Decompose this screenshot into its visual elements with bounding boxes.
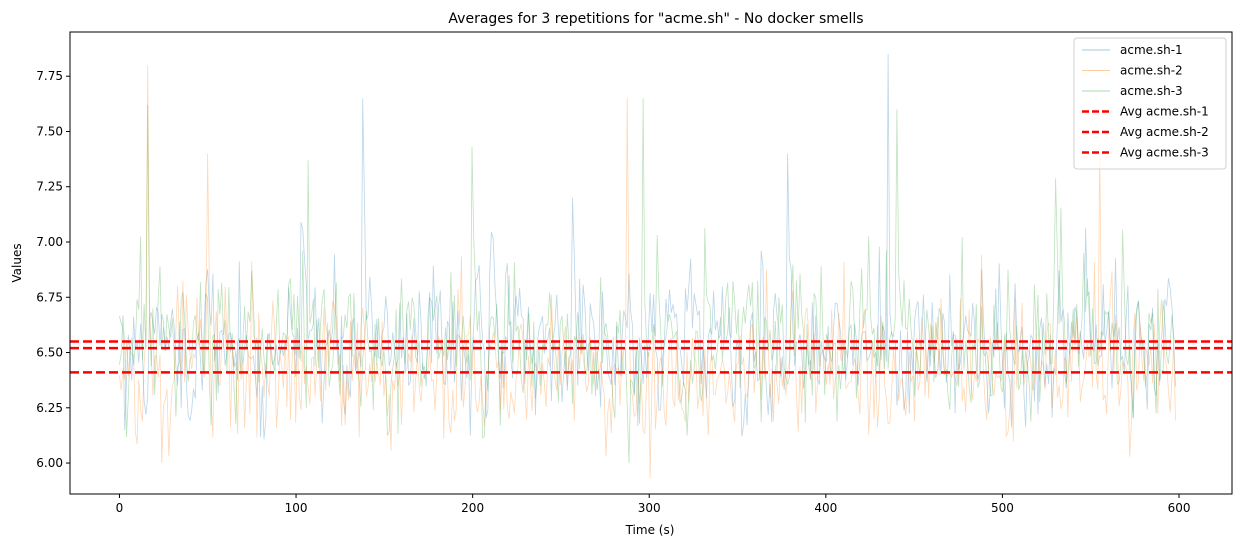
- y-tick-label: 7.50: [36, 124, 63, 138]
- series-line-acme-sh-2: [119, 65, 1176, 479]
- x-tick-label: 500: [991, 501, 1014, 515]
- x-tick-label: 600: [1168, 501, 1191, 515]
- legend-label: Avg acme.sh-2: [1120, 125, 1209, 139]
- x-tick-label: 0: [116, 501, 124, 515]
- y-axis: 6.00 6.25 6.50 6.75 7.00 7.25 7.50 7.75: [36, 69, 70, 470]
- y-tick-label: 6.75: [36, 290, 63, 304]
- chart-title: Averages for 3 repetitions for "acme.sh"…: [448, 11, 863, 27]
- x-axis-label: Time (s): [625, 523, 675, 537]
- series-line-acme-sh-1: [119, 54, 1176, 440]
- legend: acme.sh-1 acme.sh-2 acme.sh-3 Avg acme.sh-1…: [1073, 37, 1227, 170]
- legend-label: acme.sh-3: [1120, 84, 1183, 98]
- legend-label: acme.sh-2: [1120, 64, 1183, 78]
- y-tick-label: 7.00: [36, 235, 63, 249]
- legend-label: Avg acme.sh-1: [1120, 105, 1209, 119]
- x-tick-label: 100: [285, 501, 308, 515]
- series-line-acme-sh-3: [119, 98, 1176, 464]
- legend-label: Avg acme.sh-3: [1120, 146, 1209, 160]
- y-tick-label: 6.50: [36, 346, 63, 360]
- x-axis: 0 100 200 300 400 500 600: [116, 494, 1191, 515]
- legend-box: [1073, 37, 1227, 170]
- x-tick-label: 400: [814, 501, 837, 515]
- x-tick-label: 300: [638, 501, 661, 515]
- y-axis-label: Values: [10, 243, 24, 282]
- x-tick-label: 200: [461, 501, 484, 515]
- plot-area-frame: [69, 31, 1233, 495]
- y-tick-label: 7.75: [36, 69, 63, 83]
- y-tick-label: 7.25: [36, 180, 63, 194]
- y-tick-label: 6.00: [36, 456, 63, 470]
- y-tick-label: 6.25: [36, 401, 63, 415]
- legend-label: acme.sh-1: [1120, 43, 1183, 57]
